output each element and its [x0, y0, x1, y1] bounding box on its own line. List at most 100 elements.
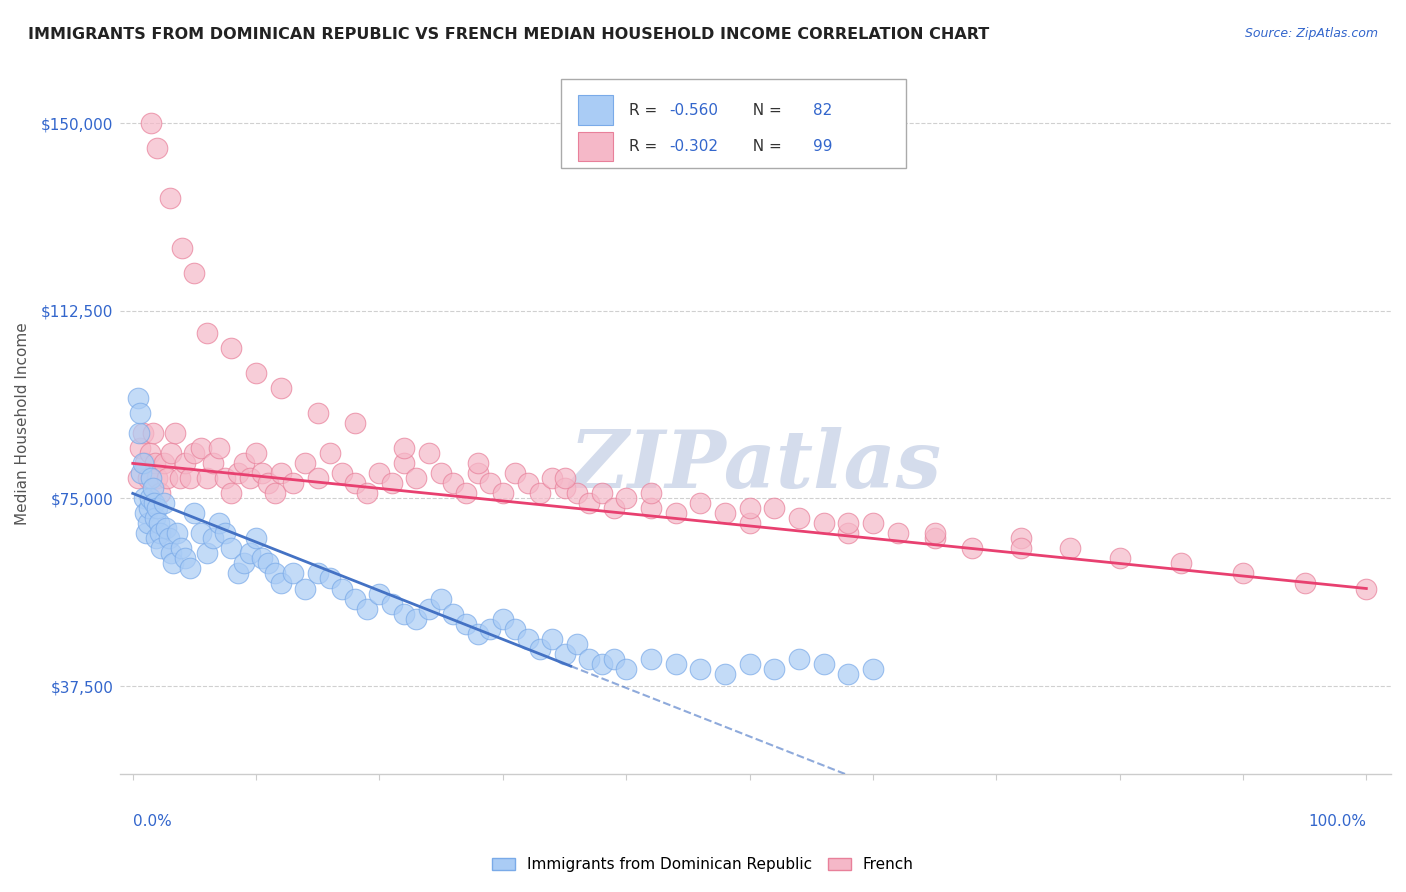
Point: [664, 507, 686, 521]
Point: [143, 456, 166, 470]
Point: [226, 467, 249, 481]
Point: [529, 641, 551, 656]
Point: [640, 501, 662, 516]
Point: [689, 496, 711, 510]
Point: [139, 491, 162, 506]
Point: [356, 601, 378, 615]
Point: [565, 486, 588, 500]
Point: [603, 501, 626, 516]
Point: [1059, 541, 1081, 556]
Point: [516, 476, 538, 491]
Point: [813, 657, 835, 671]
Point: [862, 662, 884, 676]
Point: [614, 662, 637, 676]
Point: [170, 541, 193, 556]
Point: [252, 551, 274, 566]
Point: [343, 591, 366, 606]
Point: [139, 446, 162, 460]
Point: [714, 507, 737, 521]
Point: [418, 601, 440, 615]
Point: [738, 501, 761, 516]
Point: [190, 526, 212, 541]
Point: [332, 467, 354, 481]
Point: [149, 526, 172, 541]
Point: [173, 551, 195, 566]
Point: [142, 496, 165, 510]
Point: [141, 482, 163, 496]
Point: [145, 532, 167, 546]
Point: [503, 622, 526, 636]
Point: [443, 607, 465, 621]
Point: [591, 657, 613, 671]
Point: [201, 532, 224, 546]
Point: [169, 471, 191, 485]
Point: [443, 476, 465, 491]
Point: [281, 476, 304, 491]
Point: [1010, 532, 1032, 546]
Text: ZIPatlas: ZIPatlas: [569, 426, 942, 504]
Point: [159, 191, 181, 205]
Point: [245, 366, 267, 380]
Point: [146, 501, 169, 516]
Point: [129, 442, 152, 456]
Point: [252, 467, 274, 481]
Point: [307, 406, 329, 420]
Point: [294, 456, 316, 470]
Point: [516, 632, 538, 646]
Point: [837, 526, 859, 541]
Point: [418, 446, 440, 460]
Point: [492, 611, 515, 625]
Point: [763, 662, 786, 676]
Point: [1010, 541, 1032, 556]
Point: [149, 486, 172, 500]
Point: [131, 426, 153, 441]
Point: [640, 651, 662, 665]
Point: [614, 491, 637, 506]
Point: [503, 467, 526, 481]
Point: [1232, 566, 1254, 581]
Point: [578, 651, 600, 665]
Text: R =: R =: [628, 103, 662, 118]
Point: [270, 381, 292, 395]
Text: -0.302: -0.302: [669, 139, 718, 154]
Point: [214, 526, 236, 541]
Point: [319, 572, 342, 586]
Point: [467, 626, 489, 640]
Point: [148, 516, 170, 531]
Legend: Immigrants from Dominican Republic, French: Immigrants from Dominican Republic, Fren…: [485, 849, 921, 880]
Point: [221, 341, 243, 355]
Point: [143, 511, 166, 525]
Y-axis label: Median Household Income: Median Household Income: [15, 322, 30, 524]
Point: [257, 476, 280, 491]
Point: [128, 426, 150, 441]
Text: IMMIGRANTS FROM DOMINICAN REPUBLIC VS FRENCH MEDIAN HOUSEHOLD INCOME CORRELATION: IMMIGRANTS FROM DOMINICAN REPUBLIC VS FR…: [28, 27, 990, 42]
Point: [129, 406, 152, 420]
Point: [837, 516, 859, 531]
Point: [787, 511, 810, 525]
Point: [132, 491, 155, 506]
Point: [162, 557, 184, 571]
Point: [221, 541, 243, 556]
Point: [1355, 582, 1378, 596]
Point: [183, 266, 205, 280]
Point: [127, 392, 149, 406]
Point: [136, 471, 159, 485]
Point: [392, 607, 415, 621]
Point: [214, 471, 236, 485]
Point: [479, 476, 502, 491]
Point: [405, 611, 427, 625]
Point: [135, 526, 157, 541]
Point: [263, 486, 285, 500]
Point: [127, 471, 149, 485]
Point: [131, 467, 153, 481]
Point: [689, 662, 711, 676]
FancyBboxPatch shape: [578, 132, 613, 161]
Point: [381, 597, 404, 611]
Text: R =: R =: [628, 139, 662, 154]
Point: [195, 471, 218, 485]
Point: [541, 471, 564, 485]
Point: [245, 446, 267, 460]
Point: [155, 521, 177, 535]
Point: [492, 486, 515, 500]
Point: [146, 141, 169, 155]
